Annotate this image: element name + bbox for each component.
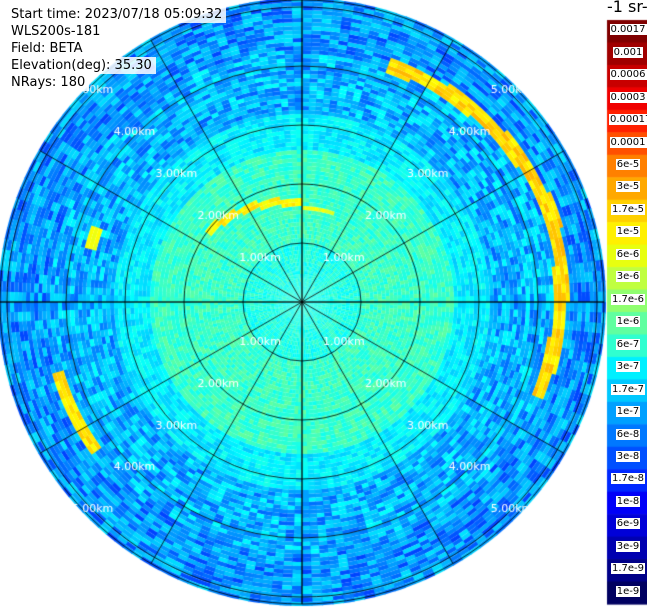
colorbar-tick-label: 3e-9	[609, 540, 647, 552]
colorbar-tick-text: 6e-8	[615, 428, 641, 440]
colorbar-tick-label: 0.0001	[609, 136, 647, 148]
colorbar-tick-label: 6e-6	[609, 248, 647, 260]
colorbar-tick-label: 6e-7	[609, 338, 647, 350]
colorbar-unit-label: -1 sr-1	[607, 0, 647, 16]
colorbar-tick-text: 1e-7	[615, 406, 641, 418]
colorbar-tick-text: 0.001	[612, 46, 644, 58]
colorbar-tick-text: 0.0001	[609, 136, 647, 148]
colorbar-tick-label: 3e-8	[609, 451, 647, 462]
colorbar-tick-text: 6e-9	[615, 518, 641, 530]
colorbar-tick-label: 3e-6	[609, 271, 647, 283]
field-label: Field: BETA	[11, 40, 87, 57]
colorbar-tick-label: 0.0017	[609, 24, 647, 36]
colorbar-tick-text: 0.0017	[609, 24, 647, 36]
colorbar-tick-text: 3e-6	[615, 271, 641, 283]
colorbar-tick-label: 0.00017	[609, 114, 647, 126]
colorbar-tick-label: 1e-9	[609, 585, 647, 597]
colorbar-tick-label: 0.0006	[609, 69, 647, 81]
colorbar-tick-label: 0.0003	[609, 91, 647, 103]
colorbar-tick-label: 0.001	[609, 46, 647, 58]
colorbar-tick-text: 0.00017	[609, 114, 647, 126]
colorbar-tick-text: 0.0006	[609, 69, 647, 81]
start-time-label: Start time: 2023/07/18 05:09:32	[11, 6, 227, 23]
colorbar-tick-text: 1.7e-7	[610, 383, 646, 395]
elevation-label: Elevation(deg): 35.30	[11, 57, 156, 74]
colorbar-tick-label: 1e-7	[609, 406, 647, 418]
colorbar-tick-label: 1e-6	[609, 316, 647, 328]
colorbar-tick-label: 1e-8	[609, 495, 647, 507]
colorbar-tick-text: 6e-6	[615, 248, 641, 260]
colorbar-tick-label: 3e-5	[609, 181, 647, 193]
colorbar-tick-text: 1e-6	[615, 316, 641, 328]
colorbar-tick-text: 3e-7	[615, 361, 641, 373]
colorbar-tick-label: 1.7e-7	[609, 383, 647, 395]
colorbar-tick-text: 6e-7	[615, 338, 641, 350]
colorbar-tick-label: 6e-5	[609, 159, 647, 170]
colorbar-tick-text: 3e-5	[615, 181, 641, 193]
scan-info: Start time: 2023/07/18 05:09:32 WLS200s-…	[11, 6, 227, 91]
colorbar-tick-text: 1.7e-8	[610, 473, 646, 485]
colorbar-tick-label: 6e-9	[609, 518, 647, 530]
colorbar-tick-text: 1.7e-5	[610, 203, 646, 215]
colorbar-tick-label: 6e-8	[609, 428, 647, 440]
colorbar-tick-label: 1.7e-6	[609, 293, 647, 305]
nrays-label: NRays: 180	[11, 74, 90, 91]
instrument-label: WLS200s-181	[11, 23, 105, 40]
colorbar-tick-text: 1e-5	[615, 226, 641, 238]
colorbar-tick-label: 1.7e-9	[609, 563, 647, 575]
colorbar-tick-text: 3e-8	[615, 451, 641, 462]
colorbar-tick-text: 1e-8	[615, 495, 641, 507]
colorbar-tick-label: 1.7e-5	[609, 203, 647, 215]
colorbar-tick-label: 3e-7	[609, 361, 647, 373]
colorbar-tick-label: 1.7e-8	[609, 473, 647, 485]
colorbar-tick-text: 0.0003	[609, 91, 647, 103]
colorbar-tick-text: 3e-9	[615, 540, 641, 552]
colorbar-tick-text: 1.7e-9	[610, 563, 646, 575]
colorbar-tick-label: 1e-5	[609, 226, 647, 238]
colorbar-tick-text: 1e-9	[615, 585, 641, 597]
colorbar-tick-text: 1.7e-6	[610, 293, 646, 305]
colorbar-tick-text: 6e-5	[615, 159, 641, 170]
